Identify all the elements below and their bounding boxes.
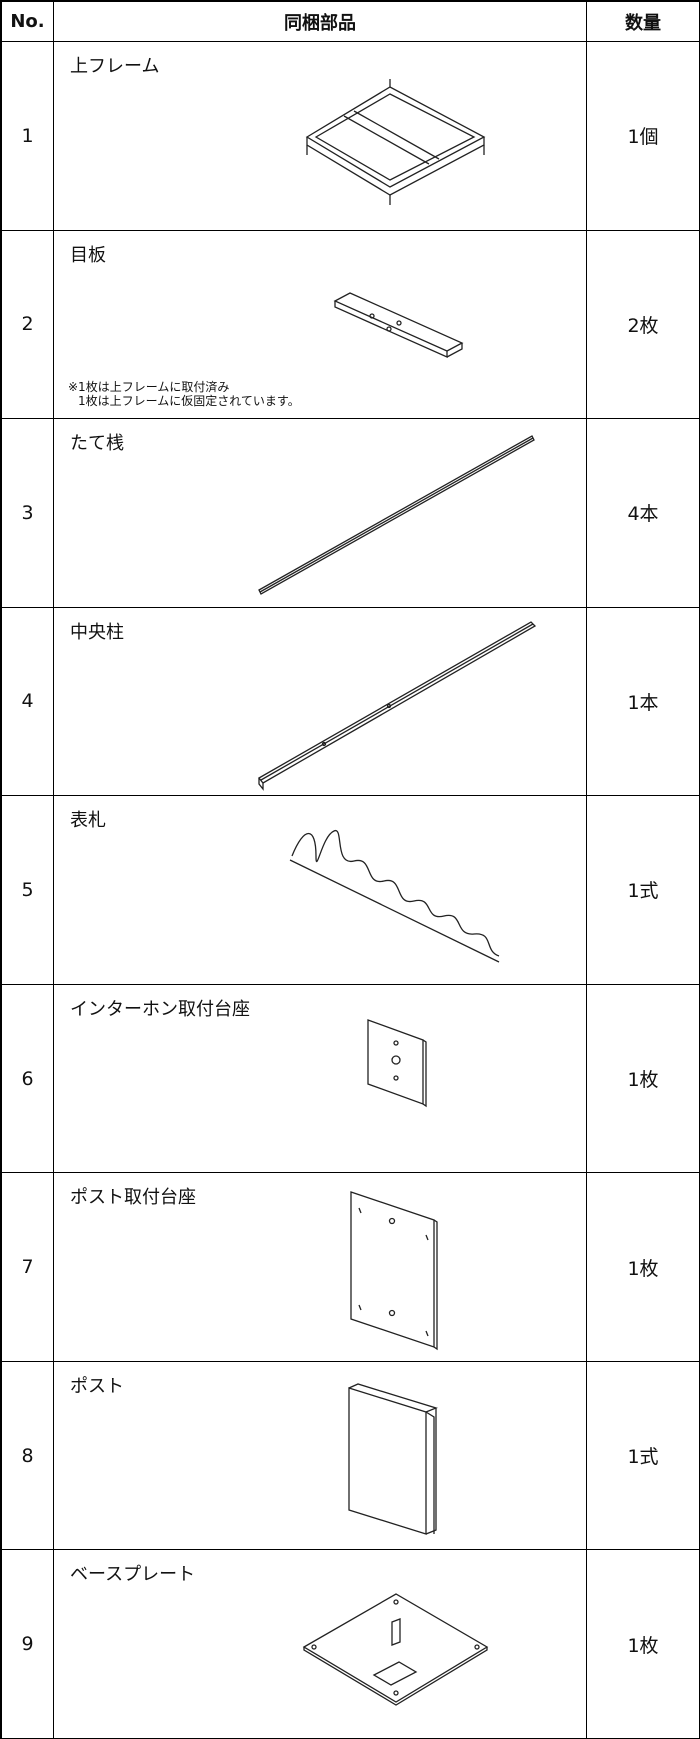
quantity: 1枚 — [587, 1173, 700, 1362]
row-number: 7 — [2, 1173, 54, 1362]
note-line: ※1枚は上フレームに取付済み — [68, 380, 230, 395]
part-cell: 目板 ※1枚は上フレームに取付済み 1枚は上フレームに仮固定されています。 — [54, 230, 587, 420]
part-illustration — [302, 1593, 489, 1707]
part-name: 目板 — [70, 244, 106, 266]
note-line: 1枚は上フレームに仮固定されています。 — [78, 394, 300, 409]
part-name: インターホン取付台座 — [70, 998, 250, 1020]
quantity: 1本 — [587, 607, 700, 797]
row-number: 6 — [2, 984, 54, 1174]
part-illustration — [348, 1383, 438, 1535]
part-name: 表札 — [70, 810, 106, 832]
part-cell: ベースプレート — [54, 1550, 587, 1739]
part-cell: ポスト — [54, 1361, 587, 1551]
part-illustration — [258, 435, 535, 596]
part-illustration — [258, 620, 537, 791]
part-cell: 中央柱 — [54, 607, 587, 797]
quantity: 1式 — [587, 796, 700, 985]
row-number: 2 — [2, 230, 54, 420]
part-cell: たて桟 — [54, 419, 587, 608]
header-cell: No. — [2, 2, 54, 42]
quantity: 1個 — [587, 42, 700, 231]
quantity: 1枚 — [587, 1550, 700, 1739]
part-illustration — [305, 79, 486, 205]
part-illustration — [367, 1018, 427, 1107]
quantity: 2枚 — [587, 230, 700, 420]
part-name: 上フレーム — [70, 56, 160, 77]
part-name: ポスト — [70, 1375, 124, 1397]
part-name: たて桟 — [70, 433, 124, 455]
quantity: 1枚 — [587, 984, 700, 1174]
row-number: 4 — [2, 607, 54, 797]
part-cell: 表札 — [54, 796, 587, 985]
part-illustration — [350, 1191, 438, 1351]
part-illustration — [289, 830, 500, 963]
row-number: 8 — [2, 1361, 54, 1551]
part-note: ※1枚は上フレームに取付済み 1枚は上フレームに仮固定されています。 — [68, 380, 300, 408]
row-number: 5 — [2, 796, 54, 985]
row-number: 9 — [2, 1550, 54, 1739]
quantity: 4本 — [587, 419, 700, 608]
header-cell: 数量 — [587, 2, 700, 42]
header-cell: 同梱部品 — [54, 2, 587, 42]
quantity: 1式 — [587, 1361, 700, 1551]
part-cell: 上フレーム — [54, 42, 587, 231]
part-cell: インターホン取付台座 — [54, 984, 587, 1174]
row-number: 3 — [2, 419, 54, 608]
part-name: 中央柱 — [70, 621, 124, 643]
part-cell: ポスト取付台座 — [54, 1173, 587, 1362]
row-number: 1 — [2, 42, 54, 231]
part-name: ベースプレート — [70, 1564, 196, 1586]
part-illustration — [333, 291, 464, 358]
part-name: ポスト取付台座 — [70, 1187, 196, 1209]
